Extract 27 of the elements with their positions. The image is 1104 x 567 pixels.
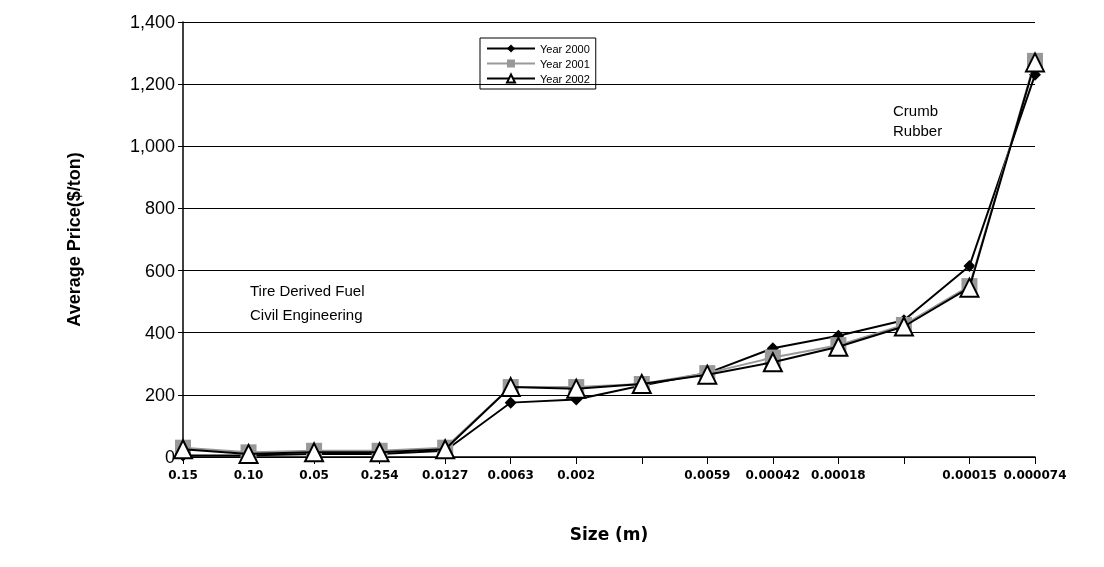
y-tick-label: 1,000 xyxy=(129,136,175,157)
y-tick-label: 1,200 xyxy=(129,74,175,95)
x-tick-label: 0.15 xyxy=(168,468,198,482)
legend-label: Year 2001 xyxy=(540,57,590,70)
legend-label: Year 2002 xyxy=(540,72,590,85)
x-axis-title: Size (m) xyxy=(569,523,649,544)
x-tick-label: 0.002 xyxy=(557,468,596,482)
annotation: Crumb Rubber xyxy=(893,101,943,139)
annotation: Tire Derived Fuel Civil Engineering xyxy=(250,281,365,323)
y-tick-label: 1,400 xyxy=(129,12,175,32)
y-tick-label: 800 xyxy=(144,198,175,219)
x-tick-label: 0.0059 xyxy=(684,468,731,482)
y-tick-label: 400 xyxy=(144,322,175,343)
y-tick-label: 0 xyxy=(164,447,175,467)
x-tick-label: 0.05 xyxy=(299,468,329,482)
y-tick-label: 600 xyxy=(144,260,175,281)
x-tick-label: 0.00015 xyxy=(942,468,997,482)
legend-label: Year 2000 xyxy=(540,42,590,55)
x-tick-label: 0.10 xyxy=(233,468,264,482)
x-tick-label: 0.0127 xyxy=(422,468,469,482)
x-tick-label: 0.0063 xyxy=(487,468,534,482)
y-axis-title: Average Price($/ton) xyxy=(64,152,84,327)
x-tick-label: 0.00042 xyxy=(745,468,801,482)
x-tick-label: 0.00018 xyxy=(811,468,866,482)
y-tick-label: 200 xyxy=(144,384,175,405)
x-tick-label: 0.000074 xyxy=(1003,468,1067,482)
x-tick-label: 0.254 xyxy=(360,468,399,482)
